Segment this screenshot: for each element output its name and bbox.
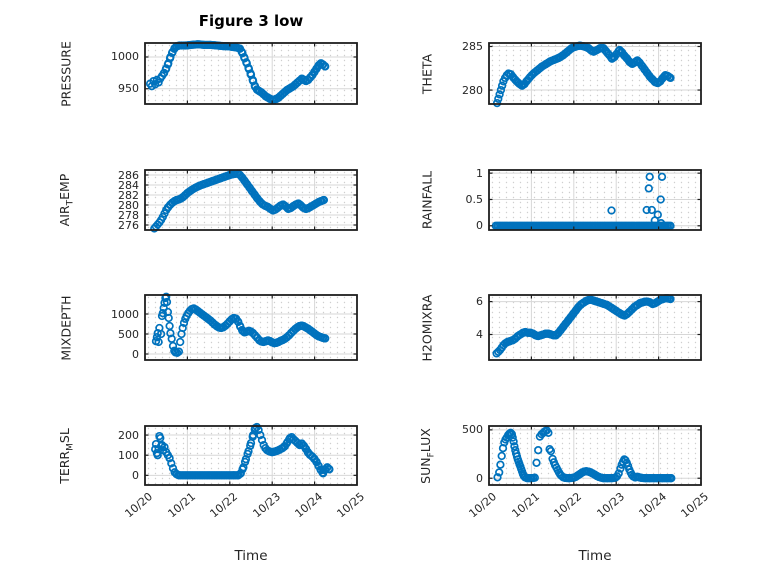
y-tick-label: 0 xyxy=(132,347,139,361)
subplot-sun_flux xyxy=(488,425,702,486)
tick-marks xyxy=(488,43,702,104)
axes-frame xyxy=(488,42,702,105)
tick-marks xyxy=(144,170,358,230)
data-markers xyxy=(493,426,676,483)
x-tick-label: 10/24 xyxy=(292,490,325,521)
x-tick-label: 10/25 xyxy=(334,490,368,521)
y-tick-label: 100 xyxy=(118,448,139,462)
axes-frame xyxy=(488,294,702,361)
minor-grid xyxy=(489,295,701,360)
y-axis-label-mixdepth: MIXDEPTH xyxy=(58,294,74,361)
tick-marks xyxy=(488,295,702,360)
y-tick-label: 500 xyxy=(462,423,483,437)
y-tick-label: 286 xyxy=(118,168,139,182)
x-tick-label: 10/22 xyxy=(551,490,585,521)
x-axis-label-left: Time xyxy=(234,548,268,564)
x-tick-label: 10/25 xyxy=(678,490,712,521)
y-tick-label: 280 xyxy=(118,198,139,212)
y-tick-label: 0 xyxy=(132,468,139,482)
y-tick-label: 280 xyxy=(462,83,483,97)
y-tick-label: 0 xyxy=(476,219,483,233)
data-markers xyxy=(151,292,330,357)
data-markers xyxy=(491,172,675,230)
figure-title: Figure 3 low xyxy=(198,12,304,30)
x-tick-label: 10/23 xyxy=(249,490,283,521)
y-tick-label: 276 xyxy=(118,218,139,232)
data-markers xyxy=(145,40,330,104)
tick-marks xyxy=(144,295,358,360)
y-axis-label-theta: THETA xyxy=(419,53,435,94)
data-markers xyxy=(492,294,675,358)
y-tick-label: 1000 xyxy=(111,50,139,64)
axes-frame xyxy=(144,169,358,231)
axes-frame xyxy=(144,294,358,361)
subplot-mixdepth xyxy=(144,292,358,361)
y-tick-label: 6 xyxy=(476,295,483,309)
y-axis-label-rainfall: RAINFALL xyxy=(419,170,435,230)
y-axis-label-sun_flux: SUNFLUX xyxy=(417,427,437,484)
x-tick-label: 10/21 xyxy=(165,490,198,521)
subplot-terr_msl xyxy=(144,422,358,486)
x-tick-label: 10/21 xyxy=(509,490,542,521)
x-tick-label: 10/23 xyxy=(593,490,627,521)
y-tick-label: 282 xyxy=(118,188,139,202)
tick-marks xyxy=(144,43,358,104)
data-markers xyxy=(492,41,675,108)
subplot-pressure xyxy=(144,40,358,105)
tick-marks xyxy=(488,170,702,230)
y-tick-label: 285 xyxy=(462,39,483,53)
x-tick-label: 10/24 xyxy=(636,490,669,521)
y-axis-label-h2omixra: H2OMIXRA xyxy=(419,294,435,361)
minor-grid xyxy=(489,170,701,230)
y-tick-label: 284 xyxy=(118,178,139,192)
data-markers xyxy=(151,422,334,480)
y-tick-label: 0 xyxy=(476,471,483,485)
tick-marks xyxy=(144,426,358,485)
minor-grid xyxy=(145,43,357,104)
y-tick-label: 4 xyxy=(476,327,483,341)
y-tick-label: 1 xyxy=(476,166,483,180)
x-tick-label: 10/20 xyxy=(466,490,500,521)
subplot-rainfall xyxy=(488,169,702,231)
y-axis-label-air_temp: AIRTEMP xyxy=(56,173,76,227)
x-tick-label: 10/20 xyxy=(122,490,156,521)
y-axis-label-pressure: PRESSURE xyxy=(58,40,74,107)
x-axis-label-right: Time xyxy=(578,548,612,564)
y-tick-label: 950 xyxy=(118,82,139,96)
subplot-theta xyxy=(488,41,702,108)
y-tick-label: 278 xyxy=(118,208,139,222)
axes-frame xyxy=(144,42,358,105)
x-tick-label: 10/22 xyxy=(207,490,241,521)
y-tick-label: 200 xyxy=(118,428,139,442)
y-tick-label: 1000 xyxy=(111,307,139,321)
tick-marks xyxy=(488,426,702,485)
y-tick-label: 0.5 xyxy=(465,192,484,206)
subplot-h2omixra xyxy=(488,294,702,361)
y-axis-label-terr_msl: TERRMSL xyxy=(56,427,76,484)
y-tick-label: 500 xyxy=(118,327,139,341)
axes-frame xyxy=(488,425,702,486)
subplot-air_temp xyxy=(144,169,358,233)
